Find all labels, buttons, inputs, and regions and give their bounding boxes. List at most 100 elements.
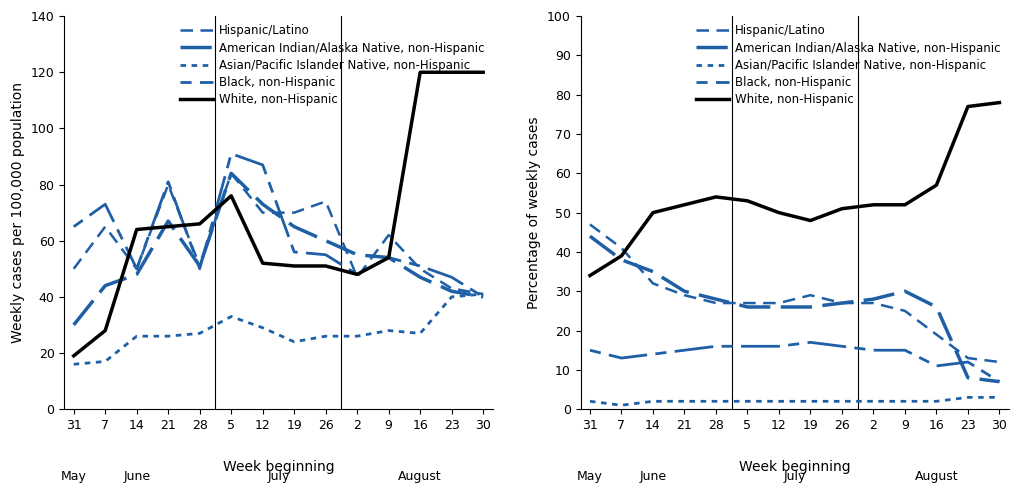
American Indian/Alaska Native, non-Hispanic [709,296,721,302]
Text: June: June [639,470,665,483]
Asian/Pacific Islander Native, non-Hispanic [614,402,627,408]
Text: August: August [398,470,441,483]
Black, non-Hispanic [866,347,878,353]
White, non-Hispanic [99,328,111,334]
Asian/Pacific Islander Native, non-Hispanic [741,399,753,404]
Line: Black, non-Hispanic: Black, non-Hispanic [589,342,999,382]
Black, non-Hispanic [194,266,206,272]
Hispanic/Latino [445,285,458,291]
Asian/Pacific Islander Native, non-Hispanic [835,399,847,404]
White, non-Hispanic [351,272,363,277]
American Indian/Alaska Native, non-Hispanic [414,274,426,280]
Y-axis label: Percentage of weekly cases: Percentage of weekly cases [527,117,541,309]
Black, non-Hispanic [99,201,111,207]
Line: Hispanic/Latino: Hispanic/Latino [589,224,999,362]
Hispanic/Latino [319,198,331,204]
American Indian/Alaska Native, non-Hispanic [225,170,237,176]
White, non-Hispanic [614,253,627,259]
Text: July: July [783,470,805,483]
Asian/Pacific Islander Native, non-Hispanic [929,399,942,404]
White, non-Hispanic [162,224,174,230]
Black, non-Hispanic [130,266,143,272]
Asian/Pacific Islander Native, non-Hispanic [194,331,206,337]
Black, non-Hispanic [993,379,1005,385]
American Indian/Alaska Native, non-Hispanic [835,300,847,306]
American Indian/Alaska Native, non-Hispanic [257,201,269,207]
American Indian/Alaska Native, non-Hispanic [898,288,910,294]
Asian/Pacific Islander Native, non-Hispanic [898,399,910,404]
Hispanic/Latino [835,300,847,306]
American Indian/Alaska Native, non-Hispanic [162,218,174,224]
Hispanic/Latino [898,308,910,314]
Hispanic/Latino [382,232,394,238]
Asian/Pacific Islander Native, non-Hispanic [382,328,394,334]
Hispanic/Latino [477,291,489,297]
Hispanic/Latino [929,332,942,338]
White, non-Hispanic [194,221,206,227]
Text: August: August [914,470,957,483]
American Indian/Alaska Native, non-Hispanic [678,288,690,294]
Hispanic/Latino [866,300,878,306]
American Indian/Alaska Native, non-Hispanic [194,263,206,269]
Black, non-Hispanic [583,347,595,353]
Black, non-Hispanic [257,162,269,168]
American Indian/Alaska Native, non-Hispanic [351,252,363,258]
Black, non-Hispanic [709,343,721,349]
White, non-Hispanic [993,100,1005,106]
Text: June: June [123,470,150,483]
Hispanic/Latino [993,359,1005,365]
Asian/Pacific Islander Native, non-Hispanic [804,399,816,404]
Asian/Pacific Islander Native, non-Hispanic [772,399,785,404]
X-axis label: Week beginning: Week beginning [222,460,334,474]
White, non-Hispanic [772,210,785,215]
Asian/Pacific Islander Native, non-Hispanic [257,325,269,331]
Asian/Pacific Islander Native, non-Hispanic [445,294,458,300]
White, non-Hispanic [445,69,458,75]
Asian/Pacific Islander Native, non-Hispanic [225,313,237,319]
Text: July: July [267,470,289,483]
Asian/Pacific Islander Native, non-Hispanic [162,333,174,339]
X-axis label: Week beginning: Week beginning [738,460,850,474]
American Indian/Alaska Native, non-Hispanic [477,294,489,300]
American Indian/Alaska Native, non-Hispanic [804,304,816,310]
Asian/Pacific Islander Native, non-Hispanic [351,333,363,339]
Black, non-Hispanic [162,179,174,184]
American Indian/Alaska Native, non-Hispanic [961,375,973,381]
Asian/Pacific Islander Native, non-Hispanic [646,399,658,404]
Black, non-Hispanic [477,294,489,300]
Black, non-Hispanic [835,343,847,349]
Black, non-Hispanic [225,151,237,156]
American Indian/Alaska Native, non-Hispanic [382,254,394,260]
Black, non-Hispanic [287,249,300,255]
American Indian/Alaska Native, non-Hispanic [319,238,331,244]
Black, non-Hispanic [961,359,973,365]
Asian/Pacific Islander Native, non-Hispanic [287,339,300,345]
Black, non-Hispanic [382,254,394,260]
American Indian/Alaska Native, non-Hispanic [130,272,143,277]
Black, non-Hispanic [67,224,79,230]
American Indian/Alaska Native, non-Hispanic [614,257,627,263]
Hispanic/Latino [99,224,111,230]
White, non-Hispanic [287,263,300,269]
Asian/Pacific Islander Native, non-Hispanic [709,399,721,404]
Black, non-Hispanic [319,252,331,258]
White, non-Hispanic [835,206,847,212]
American Indian/Alaska Native, non-Hispanic [772,304,785,310]
White, non-Hispanic [866,202,878,208]
Black, non-Hispanic [445,274,458,280]
American Indian/Alaska Native, non-Hispanic [741,304,753,310]
White, non-Hispanic [898,202,910,208]
White, non-Hispanic [130,226,143,232]
Black, non-Hispanic [741,343,753,349]
Asian/Pacific Islander Native, non-Hispanic [99,359,111,365]
Black, non-Hispanic [898,347,910,353]
Hispanic/Latino [194,263,206,269]
Hispanic/Latino [67,266,79,272]
White, non-Hispanic [646,210,658,215]
Hispanic/Latino [646,280,658,286]
Black, non-Hispanic [351,272,363,277]
White, non-Hispanic [67,353,79,359]
White, non-Hispanic [319,263,331,269]
American Indian/Alaska Native, non-Hispanic [929,304,942,310]
White, non-Hispanic [961,103,973,109]
